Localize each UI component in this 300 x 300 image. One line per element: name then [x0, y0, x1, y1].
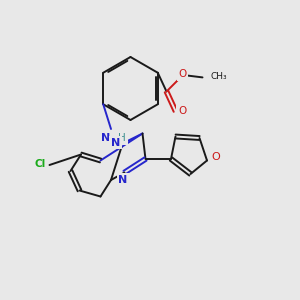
- Text: O: O: [178, 106, 186, 116]
- Text: N: N: [118, 175, 127, 185]
- Text: O: O: [212, 152, 220, 163]
- Text: CH₃: CH₃: [211, 72, 227, 81]
- Text: O: O: [178, 69, 187, 80]
- Text: N: N: [101, 133, 110, 143]
- Text: N: N: [111, 137, 120, 148]
- Text: Cl: Cl: [34, 159, 46, 169]
- Text: H: H: [118, 133, 126, 143]
